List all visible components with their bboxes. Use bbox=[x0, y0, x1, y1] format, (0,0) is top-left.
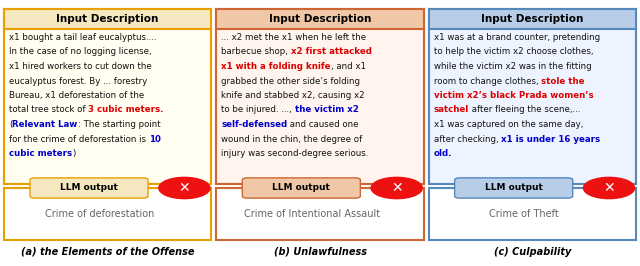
Text: barbecue shop,: barbecue shop, bbox=[221, 48, 291, 56]
Text: (b) Unlawfulness: (b) Unlawfulness bbox=[273, 247, 367, 257]
Text: ... x2 met the x1 when he left the: ... x2 met the x1 when he left the bbox=[221, 33, 367, 42]
Text: x1 was captured on the same day,: x1 was captured on the same day, bbox=[434, 120, 583, 129]
Text: victim x2’s black Prada women’s: victim x2’s black Prada women’s bbox=[434, 91, 593, 100]
Text: for the crime of deforestation is: for the crime of deforestation is bbox=[9, 135, 148, 143]
Text: while the victim x2 was in the fitting: while the victim x2 was in the fitting bbox=[434, 62, 591, 71]
Text: knife and stabbed x2, causing x2: knife and stabbed x2, causing x2 bbox=[221, 91, 365, 100]
Text: x1 bought a tail leaf eucalyptus....: x1 bought a tail leaf eucalyptus.... bbox=[9, 33, 157, 42]
Text: x1 is under 16 years: x1 is under 16 years bbox=[501, 135, 600, 143]
Text: room to change clothes,: room to change clothes, bbox=[434, 77, 541, 85]
Text: self-defensed: self-defensed bbox=[221, 120, 287, 129]
FancyBboxPatch shape bbox=[30, 178, 148, 198]
Text: Input Description: Input Description bbox=[56, 14, 159, 24]
Circle shape bbox=[159, 177, 210, 199]
Text: to be injured. ...,: to be injured. ..., bbox=[221, 106, 295, 114]
Text: 10: 10 bbox=[148, 135, 161, 143]
Text: ✕: ✕ bbox=[179, 181, 190, 195]
Text: x1 was at a brand counter, pretending: x1 was at a brand counter, pretending bbox=[434, 33, 600, 42]
Text: LLM output: LLM output bbox=[273, 184, 330, 193]
Text: (: ( bbox=[9, 120, 12, 129]
Text: satchel: satchel bbox=[434, 106, 469, 114]
Text: wound in the chin, the degree of: wound in the chin, the degree of bbox=[221, 135, 362, 143]
FancyBboxPatch shape bbox=[4, 188, 211, 240]
Text: Input Description: Input Description bbox=[481, 14, 584, 24]
Text: (c) Culpability: (c) Culpability bbox=[493, 247, 571, 257]
Text: In the case of no logging license,: In the case of no logging license, bbox=[9, 48, 152, 56]
FancyBboxPatch shape bbox=[216, 9, 424, 29]
Text: ): ) bbox=[72, 149, 76, 158]
Text: Bureau, x1 deforestation of the: Bureau, x1 deforestation of the bbox=[9, 91, 144, 100]
Text: Crime of Intentional Assault: Crime of Intentional Assault bbox=[244, 209, 380, 219]
Text: total tree stock of: total tree stock of bbox=[9, 106, 88, 114]
Text: : The starting point: : The starting point bbox=[77, 120, 160, 129]
Text: LLM output: LLM output bbox=[484, 184, 543, 193]
Text: old.: old. bbox=[434, 149, 452, 158]
Text: x1 with a folding knife: x1 with a folding knife bbox=[221, 62, 331, 71]
FancyBboxPatch shape bbox=[216, 9, 424, 184]
Text: eucalyptus forest. By ... forestry: eucalyptus forest. By ... forestry bbox=[9, 77, 147, 85]
Text: to help the victim x2 choose clothes,: to help the victim x2 choose clothes, bbox=[434, 48, 593, 56]
Text: ✕: ✕ bbox=[604, 181, 615, 195]
Text: ✕: ✕ bbox=[391, 181, 403, 195]
Text: x1 hired workers to cut down the: x1 hired workers to cut down the bbox=[9, 62, 152, 71]
FancyBboxPatch shape bbox=[454, 178, 573, 198]
Text: stole the: stole the bbox=[541, 77, 584, 85]
Text: the victim x2: the victim x2 bbox=[295, 106, 358, 114]
Text: injury was second-degree serious.: injury was second-degree serious. bbox=[221, 149, 369, 158]
Text: after checking,: after checking, bbox=[434, 135, 501, 143]
Text: grabbed the other side’s folding: grabbed the other side’s folding bbox=[221, 77, 360, 85]
FancyBboxPatch shape bbox=[429, 9, 636, 29]
Text: LLM output: LLM output bbox=[60, 184, 118, 193]
Text: Crime of Theft: Crime of Theft bbox=[489, 209, 559, 219]
FancyBboxPatch shape bbox=[429, 188, 636, 240]
FancyBboxPatch shape bbox=[429, 9, 636, 184]
Text: cubic meters: cubic meters bbox=[9, 149, 72, 158]
FancyBboxPatch shape bbox=[4, 9, 211, 29]
Circle shape bbox=[371, 177, 422, 199]
Text: (a) the Elements of the Offense: (a) the Elements of the Offense bbox=[21, 247, 195, 257]
Text: , and x1: , and x1 bbox=[331, 62, 366, 71]
Text: Crime of deforestation: Crime of deforestation bbox=[45, 209, 154, 219]
FancyBboxPatch shape bbox=[4, 9, 211, 184]
Text: Relevant Law: Relevant Law bbox=[12, 120, 77, 129]
Text: 3 cubic meters.: 3 cubic meters. bbox=[88, 106, 164, 114]
Text: Input Description: Input Description bbox=[269, 14, 371, 24]
Text: x2 first attacked: x2 first attacked bbox=[291, 48, 372, 56]
Text: after fleeing the scene,...: after fleeing the scene,... bbox=[469, 106, 580, 114]
FancyBboxPatch shape bbox=[216, 188, 424, 240]
FancyBboxPatch shape bbox=[243, 178, 360, 198]
Circle shape bbox=[584, 177, 635, 199]
Text: and caused one: and caused one bbox=[287, 120, 359, 129]
